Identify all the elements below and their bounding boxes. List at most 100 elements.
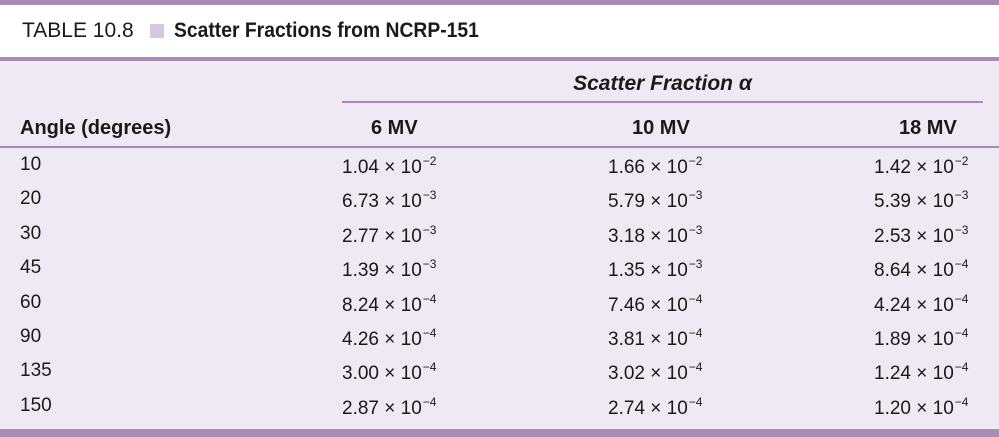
cell-6mv: 1.04 × 10−2	[342, 154, 436, 179]
value-mantissa: 2.77 × 10	[342, 225, 422, 247]
value-exponent: −4	[688, 291, 703, 306]
cell-18mv: 1.24 × 10−4	[874, 360, 968, 385]
cell-10mv: 3.18 × 10−3	[608, 223, 702, 248]
value-mantissa: 7.46 × 10	[608, 294, 688, 316]
value-exponent: −4	[954, 394, 969, 409]
value-exponent: −3	[422, 188, 437, 203]
cell-angle: 90	[20, 326, 42, 347]
title-square-icon	[149, 24, 164, 38]
value-exponent: −4	[688, 360, 703, 375]
value-exponent: −2	[422, 154, 437, 168]
cell-10mv: 1.35 × 10−3	[608, 257, 702, 282]
table-title-bar: TABLE 10.8 Scatter Fractions from NCRP-1…	[0, 5, 999, 57]
cell-6mv: 8.24 × 10−4	[342, 292, 436, 317]
value-exponent: −3	[954, 188, 969, 203]
cell-6mv: 3.00 × 10−4	[342, 360, 436, 385]
cell-10mv: 5.79 × 10−3	[608, 188, 702, 213]
cell-10mv: 7.46 × 10−4	[608, 292, 702, 317]
value-mantissa: 1.04 × 10	[342, 157, 422, 178]
column-header-angle: Angle (degrees)	[20, 117, 172, 139]
value-exponent: −4	[688, 394, 703, 409]
column-header-18mv: 18 MV	[899, 117, 957, 139]
cell-18mv: 8.64 × 10−4	[874, 257, 968, 282]
table-row: 90 4.26 × 10−4 3.81 × 10−4 1.89 × 10−4	[0, 320, 999, 354]
value-exponent: −4	[422, 326, 437, 340]
table-row: 20 6.73 × 10−3 5.79 × 10−3 5.39 × 10−3	[0, 182, 999, 216]
table-body-background	[0, 61, 999, 429]
value-mantissa: 6.73 × 10	[342, 191, 422, 213]
table-row: 30 2.77 × 10−3 3.18 × 10−3 2.53 × 10−3	[0, 217, 999, 251]
cell-6mv: 2.87 × 10−4	[342, 395, 436, 420]
cell-angle: 30	[20, 222, 42, 244]
cell-angle: 20	[20, 188, 42, 210]
cell-10mv: 2.74 × 10−4	[608, 395, 702, 420]
value-exponent: −3	[422, 257, 437, 272]
cell-6mv: 1.39 × 10−3	[342, 257, 436, 282]
bottom-rule	[0, 429, 999, 437]
value-mantissa: 1.24 × 10	[874, 363, 954, 385]
value-mantissa: 4.24 × 10	[874, 294, 954, 316]
cell-18mv: 5.39 × 10−3	[874, 188, 968, 213]
title-underline	[0, 57, 999, 61]
value-mantissa: 8.24 × 10	[342, 294, 422, 316]
value-exponent: −3	[954, 222, 969, 237]
table-number: TABLE 10.8	[22, 19, 134, 42]
cell-10mv: 3.81 × 10−4	[608, 326, 702, 351]
value-mantissa: 3.00 × 10	[342, 363, 422, 385]
value-exponent: −3	[688, 257, 703, 272]
cell-angle: 10	[20, 154, 42, 175]
table-row: 60 8.24 × 10−4 7.46 × 10−4 4.24 × 10−4	[0, 286, 999, 320]
value-mantissa: 4.26 × 10	[342, 329, 422, 350]
column-header-6mv: 6 MV	[371, 117, 418, 139]
table-row: 45 1.39 × 10−3 1.35 × 10−3 8.64 × 10−4	[0, 251, 999, 285]
top-rule	[0, 0, 999, 5]
value-exponent: −4	[954, 360, 969, 375]
value-exponent: −2	[954, 154, 969, 168]
cell-18mv: 1.42 × 10−2	[874, 154, 968, 179]
value-mantissa: 2.74 × 10	[608, 397, 688, 419]
value-exponent: −3	[688, 188, 703, 203]
value-exponent: −2	[688, 154, 703, 168]
cell-angle: 60	[20, 291, 42, 313]
value-mantissa: 1.42 × 10	[874, 157, 954, 178]
table-row: 135 3.00 × 10−4 3.02 × 10−4 1.24 × 10−4	[0, 354, 999, 388]
value-mantissa: 8.64 × 10	[874, 260, 954, 282]
value-mantissa: 1.89 × 10	[874, 329, 954, 350]
value-mantissa: 3.81 × 10	[608, 329, 688, 350]
value-exponent: −3	[688, 222, 703, 237]
cell-10mv: 1.66 × 10−2	[608, 154, 702, 179]
table-row: 150 2.87 × 10−4 2.74 × 10−4 1.20 × 10−4	[0, 389, 999, 423]
value-exponent: −4	[954, 326, 969, 340]
value-mantissa: 1.66 × 10	[608, 157, 688, 178]
header-rule	[0, 146, 999, 148]
value-mantissa: 5.39 × 10	[874, 191, 954, 213]
value-mantissa: 1.39 × 10	[342, 260, 422, 282]
group-header-rule	[342, 101, 983, 103]
cell-angle: 45	[20, 257, 42, 279]
value-exponent: −4	[954, 291, 969, 306]
value-mantissa: 3.18 × 10	[608, 225, 688, 247]
value-exponent: −4	[422, 360, 437, 375]
table-title: Scatter Fractions from NCRP-151	[173, 19, 479, 42]
cell-18mv: 2.53 × 10−3	[874, 223, 968, 248]
value-mantissa: 1.20 × 10	[874, 397, 954, 419]
cell-angle: 150	[20, 394, 52, 416]
cell-angle: 135	[20, 360, 52, 382]
cell-18mv: 4.24 × 10−4	[874, 292, 968, 317]
cell-18mv: 1.89 × 10−4	[874, 326, 968, 351]
value-exponent: −4	[954, 257, 969, 272]
cell-6mv: 6.73 × 10−3	[342, 188, 436, 213]
value-exponent: −4	[688, 326, 703, 340]
value-mantissa: 2.87 × 10	[342, 397, 422, 419]
value-mantissa: 5.79 × 10	[608, 191, 688, 213]
value-exponent: −4	[422, 291, 437, 306]
group-header: Scatter Fraction α	[573, 72, 752, 95]
cell-10mv: 3.02 × 10−4	[608, 360, 702, 385]
value-mantissa: 3.02 × 10	[608, 363, 688, 385]
cell-6mv: 4.26 × 10−4	[342, 326, 436, 351]
column-header-10mv: 10 MV	[632, 117, 690, 139]
cell-6mv: 2.77 × 10−3	[342, 223, 436, 248]
value-exponent: −4	[422, 394, 437, 409]
table-row: 10 1.04 × 10−2 1.66 × 10−2 1.42 × 10−2	[0, 148, 999, 182]
